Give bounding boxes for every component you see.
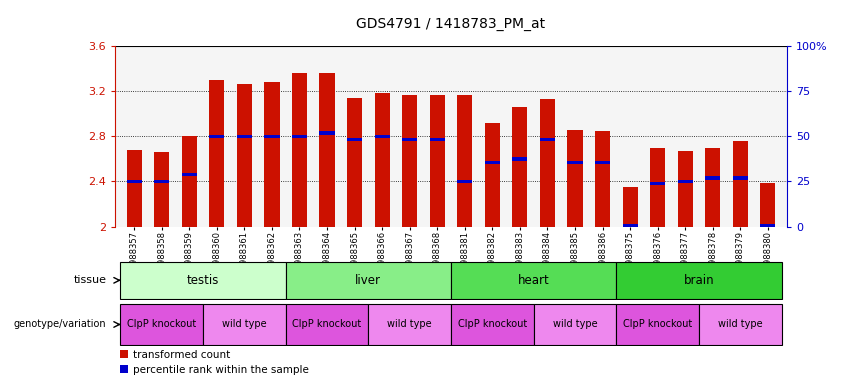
- Text: tissue: tissue: [73, 275, 106, 285]
- Text: ClpP knockout: ClpP knockout: [458, 319, 527, 329]
- FancyBboxPatch shape: [616, 304, 699, 345]
- Bar: [623, 187, 637, 227]
- Text: wild type: wild type: [552, 319, 597, 329]
- Text: wild type: wild type: [387, 319, 432, 329]
- Bar: [209, 135, 225, 138]
- Bar: [540, 138, 555, 141]
- Bar: [374, 93, 390, 227]
- Text: brain: brain: [683, 274, 714, 287]
- Bar: [623, 224, 637, 227]
- Bar: [265, 82, 279, 227]
- Bar: [512, 107, 528, 227]
- Bar: [677, 151, 693, 227]
- Bar: [403, 138, 417, 141]
- Bar: [374, 135, 390, 138]
- Text: testis: testis: [187, 274, 220, 287]
- Legend: transformed count, percentile rank within the sample: transformed count, percentile rank withi…: [120, 350, 308, 375]
- Text: liver: liver: [356, 274, 381, 287]
- Bar: [457, 180, 472, 183]
- FancyBboxPatch shape: [203, 304, 286, 345]
- Text: wild type: wild type: [222, 319, 266, 329]
- Bar: [760, 224, 775, 227]
- FancyBboxPatch shape: [286, 304, 368, 345]
- Bar: [182, 173, 197, 176]
- Bar: [292, 73, 307, 227]
- Bar: [705, 147, 720, 227]
- Bar: [292, 135, 307, 138]
- Bar: [485, 123, 500, 227]
- FancyBboxPatch shape: [368, 304, 451, 345]
- Bar: [154, 180, 169, 183]
- Bar: [568, 129, 583, 227]
- Bar: [512, 157, 528, 161]
- Bar: [237, 84, 252, 227]
- FancyBboxPatch shape: [451, 262, 616, 299]
- FancyBboxPatch shape: [120, 304, 203, 345]
- Bar: [319, 131, 334, 135]
- Bar: [760, 182, 775, 227]
- FancyBboxPatch shape: [286, 262, 451, 299]
- Text: GDS4791 / 1418783_PM_at: GDS4791 / 1418783_PM_at: [357, 17, 545, 31]
- Text: ClpP knockout: ClpP knockout: [293, 319, 362, 329]
- Bar: [403, 94, 417, 227]
- Bar: [237, 135, 252, 138]
- Bar: [265, 135, 279, 138]
- Bar: [127, 150, 142, 227]
- Text: wild type: wild type: [718, 319, 762, 329]
- Bar: [650, 147, 665, 227]
- Bar: [733, 176, 748, 180]
- Bar: [127, 180, 142, 183]
- Bar: [568, 161, 583, 164]
- Bar: [595, 161, 610, 164]
- FancyBboxPatch shape: [534, 304, 616, 345]
- Bar: [430, 138, 445, 141]
- Bar: [595, 131, 610, 227]
- FancyBboxPatch shape: [699, 304, 782, 345]
- Text: genotype/variation: genotype/variation: [14, 319, 106, 329]
- Bar: [540, 99, 555, 227]
- FancyBboxPatch shape: [451, 304, 534, 345]
- FancyBboxPatch shape: [616, 262, 782, 299]
- Bar: [347, 138, 363, 141]
- Bar: [677, 180, 693, 183]
- Bar: [705, 176, 720, 180]
- Bar: [733, 141, 748, 227]
- Bar: [457, 94, 472, 227]
- Bar: [319, 73, 334, 227]
- Bar: [347, 98, 363, 227]
- Bar: [485, 161, 500, 164]
- Bar: [650, 182, 665, 185]
- Bar: [209, 80, 225, 227]
- FancyBboxPatch shape: [120, 262, 286, 299]
- Bar: [182, 136, 197, 227]
- Text: heart: heart: [517, 274, 550, 287]
- Bar: [430, 94, 445, 227]
- Bar: [154, 152, 169, 227]
- Text: ClpP knockout: ClpP knockout: [127, 319, 197, 329]
- Text: ClpP knockout: ClpP knockout: [623, 319, 693, 329]
